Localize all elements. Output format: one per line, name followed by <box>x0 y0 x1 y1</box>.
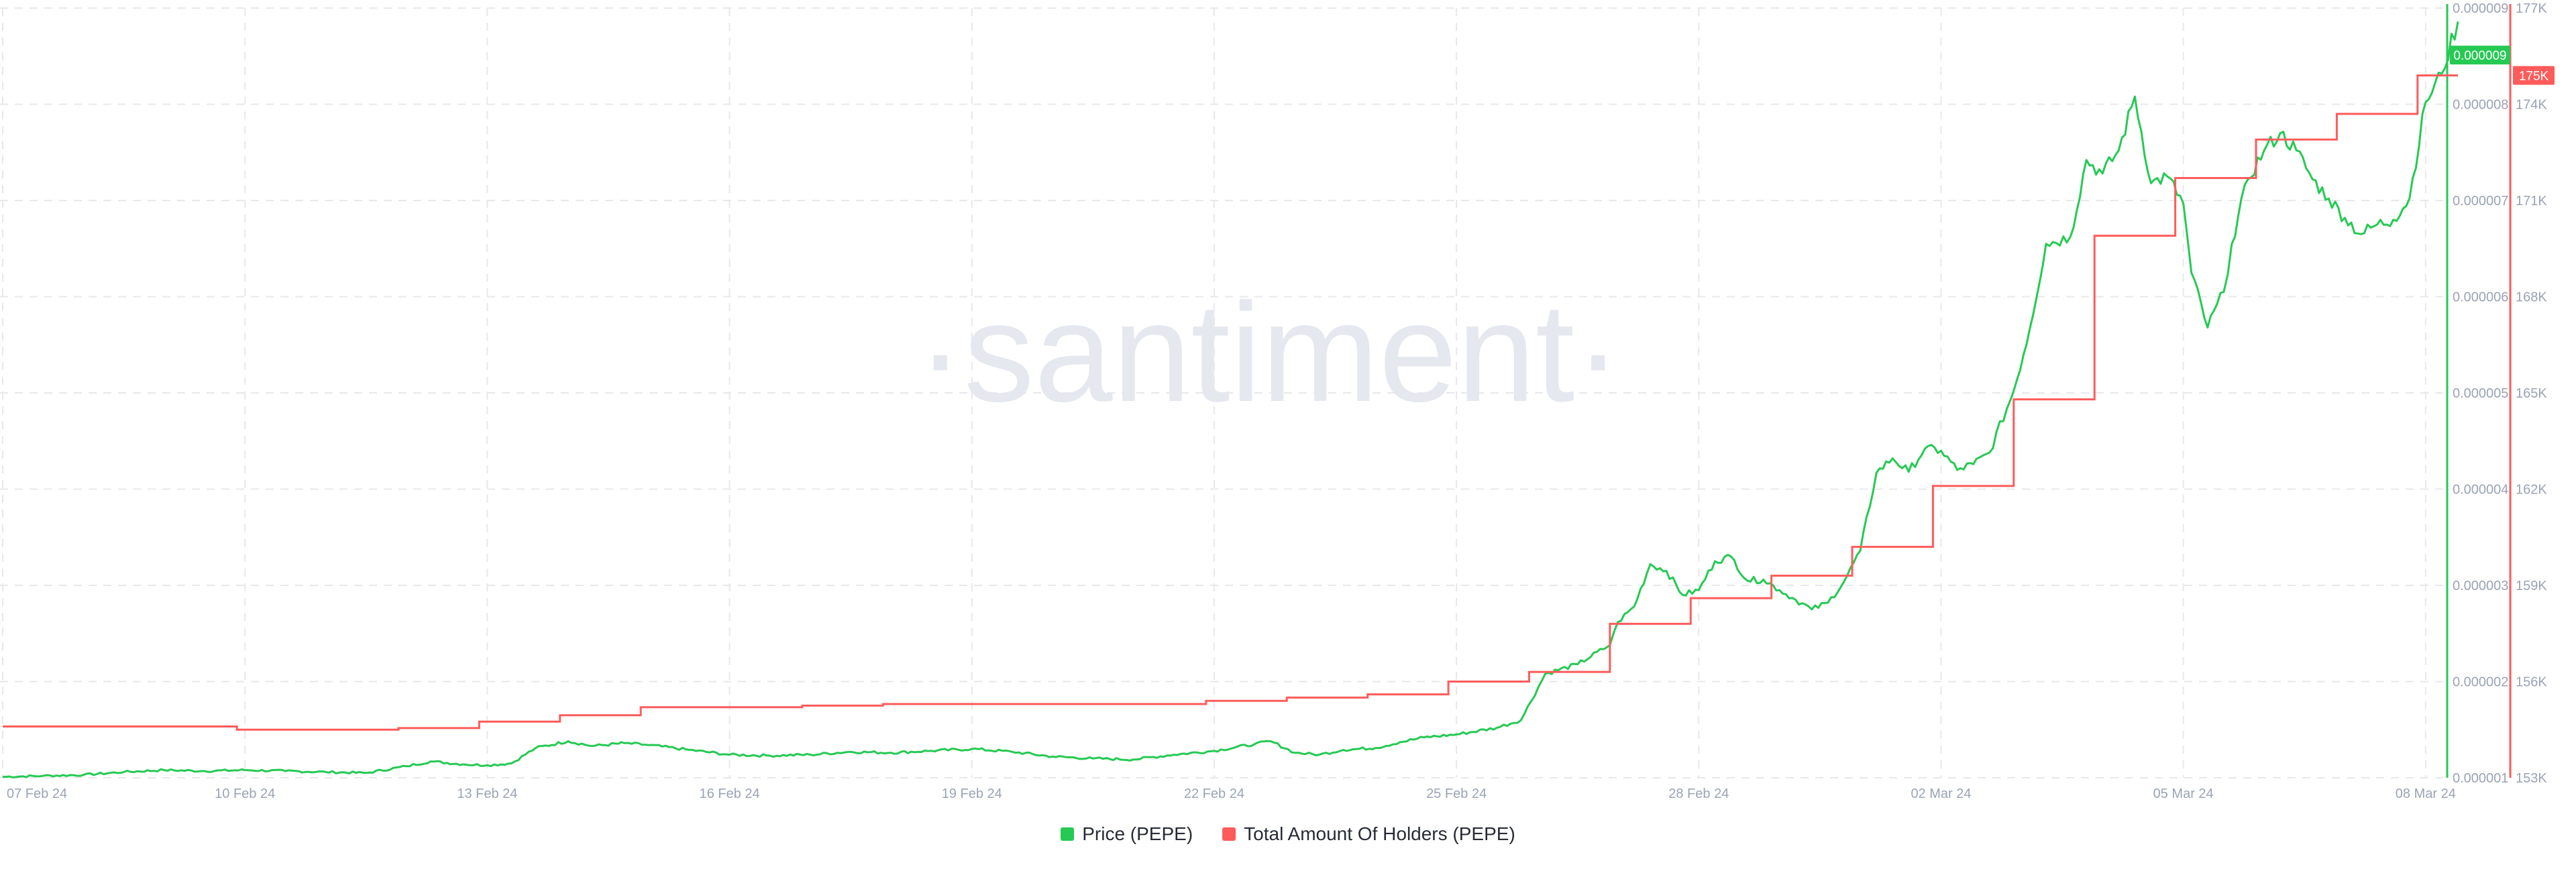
holders-badge-label: 175K <box>2519 69 2549 83</box>
price-badge-bg <box>2450 46 2510 65</box>
price-tick-label: 0.000001 <box>2453 771 2508 786</box>
x-tick-label: 28 Feb 24 <box>1668 786 1729 801</box>
legend-price-label: Price (PEPE) <box>1082 823 1193 844</box>
holders-last-value-badge: 175K <box>2513 66 2555 85</box>
x-axis: 07 Feb 24 10 Feb 24 13 Feb 24 16 Feb 24 19 F… <box>7 786 2456 801</box>
grid <box>0 7 2447 778</box>
santiment-watermark: ·santiment· <box>917 274 1621 431</box>
price-tick-label: 0.000003 <box>2453 579 2508 593</box>
last-value-badges: 0.000009 175K <box>2450 46 2555 85</box>
holders-tick-label: 165K <box>2516 386 2547 401</box>
x-tick-label: 07 Feb 24 <box>7 786 67 801</box>
price-axis: 0.000001 0.000002 0.000003 0.000004 0.000005… <box>2446 1 2508 786</box>
legend-holders-label: Total Amount Of Holders (PEPE) <box>1244 823 1515 844</box>
holders-tick-label: 177K <box>2516 1 2547 16</box>
holders-axis: 153K 156K 159K 162K 165K 168K 171K 174K 177K <box>2509 1 2547 786</box>
x-tick-label: 13 Feb 24 <box>457 786 517 801</box>
price-last-value-badge: 0.000009 <box>2450 46 2510 65</box>
price-tick-label: 0.000008 <box>2453 98 2508 113</box>
holders-swatch-icon <box>1222 827 1236 841</box>
series-layer <box>2 21 2459 778</box>
x-tick-label: 16 Feb 24 <box>700 786 760 801</box>
holders-tick-label: 168K <box>2516 290 2547 305</box>
holders-tick-label: 159K <box>2516 579 2547 593</box>
holders-badge-bg <box>2513 66 2555 85</box>
x-tick-label: 10 Feb 24 <box>215 786 275 801</box>
price-tick-label: 0.000009 <box>2453 1 2508 16</box>
legend: Price (PEPE) Total Amount Of Holders (PE… <box>0 823 2576 845</box>
x-tick-label: 22 Feb 24 <box>1184 786 1244 801</box>
holders-tick-label: 162K <box>2516 483 2547 498</box>
price-swatch-icon <box>1061 827 1075 841</box>
price-badge-label: 0.000009 <box>2453 49 2506 63</box>
x-tick-label: 05 Mar 24 <box>2153 786 2214 801</box>
legend-item-holders[interactable]: Total Amount Of Holders (PEPE) <box>1222 823 1515 845</box>
x-tick-label: 25 Feb 24 <box>1426 786 1487 801</box>
holders-tick-label: 153K <box>2516 771 2547 786</box>
price-tick-label: 0.000006 <box>2453 290 2508 305</box>
price-tick-label: 0.000004 <box>2453 483 2508 498</box>
holders-tick-label: 171K <box>2516 194 2547 209</box>
price-tick-label: 0.000005 <box>2453 386 2508 401</box>
holders-tick-label: 174K <box>2516 98 2547 113</box>
x-tick-label: 08 Mar 24 <box>2396 786 2456 801</box>
legend-item-price[interactable]: Price (PEPE) <box>1061 823 1193 845</box>
price-tick-label: 0.000007 <box>2453 194 2508 209</box>
holders-series-line <box>3 74 2458 731</box>
price-tick-label: 0.000002 <box>2453 675 2508 690</box>
holders-tick-label: 156K <box>2516 675 2547 690</box>
price-series-line <box>2 21 2459 778</box>
x-tick-label: 02 Mar 24 <box>1911 786 1971 801</box>
x-tick-label: 19 Feb 24 <box>942 786 1002 801</box>
